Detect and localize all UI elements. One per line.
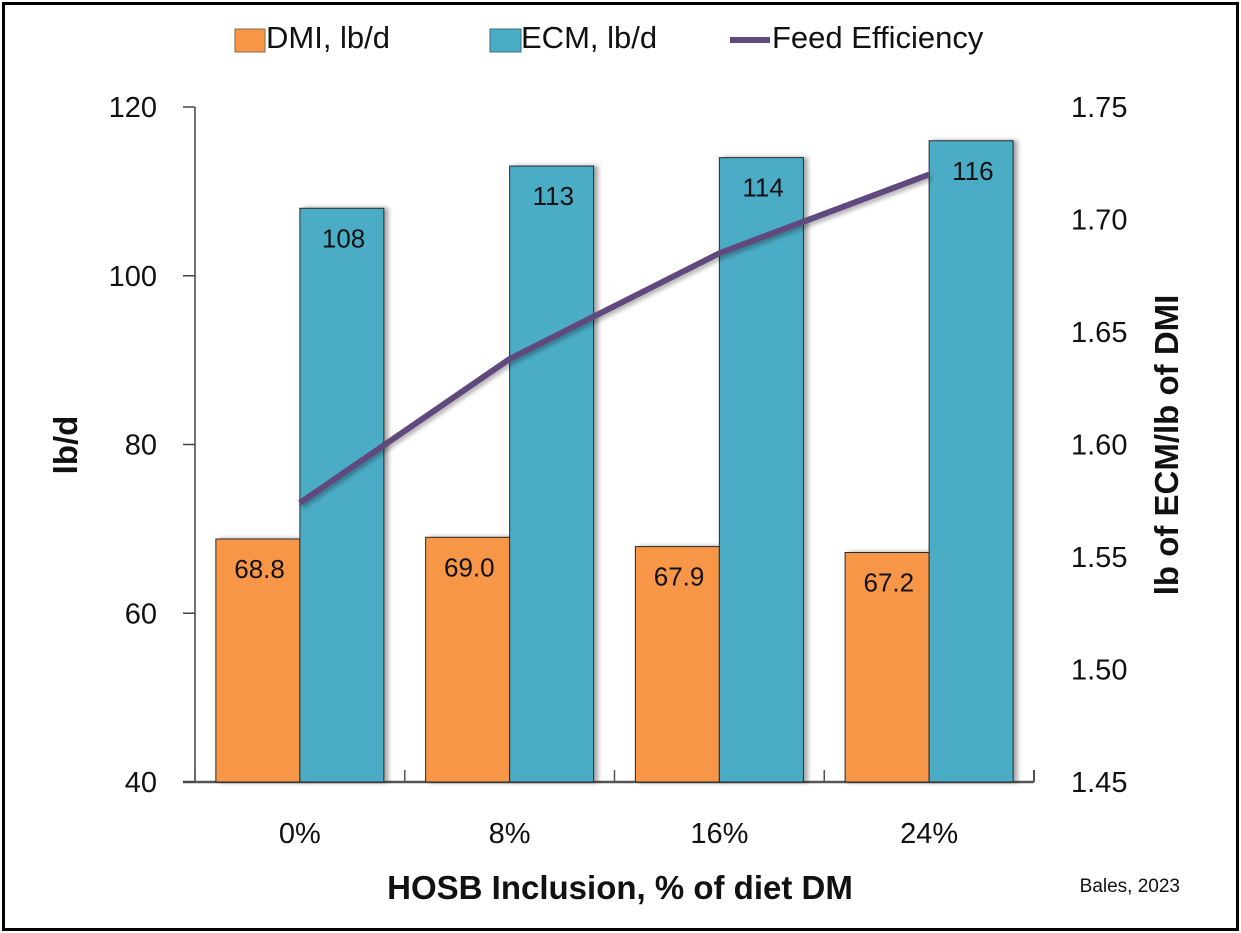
y-axis-left-title: lb/d [47, 416, 84, 475]
y-axis-right-ticks: 1.45 1.50 1.55 1.60 1.65 1.70 1.75 [1033, 92, 1127, 799]
x-axis-ticks: 0% 8% 16% 24% [194, 770, 1035, 850]
legend-label-dmi: DMI, lb/d [266, 20, 390, 55]
source-credit: Bales, 2023 [1080, 876, 1180, 897]
x-tick-label: 0% [279, 818, 321, 850]
bar-dmi [634, 546, 720, 783]
x-tick-label: 16% [690, 818, 748, 850]
y-tick-label: 40 [125, 767, 157, 799]
bar-ecm-label: 114 [742, 173, 783, 203]
y2-tick-label: 1.50 [1071, 655, 1127, 687]
y-axis-right-title: lb of ECM/lb of DMI [1148, 295, 1185, 596]
y-tick-label: 120 [109, 92, 157, 124]
y-tick-label: 80 [125, 430, 157, 462]
legend: DMI, lb/d ECM, lb/d Feed Efficiency [234, 20, 984, 55]
y2-tick-label: 1.65 [1071, 317, 1127, 349]
bar-dmi-label: 69.0 [444, 552, 495, 582]
y-tick-label: 100 [109, 261, 157, 293]
legend-label-feed-efficiency: Feed Efficiency [772, 20, 984, 55]
y2-tick-label: 1.60 [1071, 430, 1127, 462]
bar-dmi [844, 552, 930, 783]
legend-label-ecm: ECM, lb/d [521, 20, 657, 55]
y2-tick-label: 1.55 [1071, 542, 1127, 574]
legend-swatch-dmi [234, 28, 266, 53]
y-tick-label: 60 [125, 598, 157, 630]
bar-ecm-label: 113 [533, 181, 574, 211]
legend-swatch-ecm [489, 28, 522, 53]
y2-tick-label: 1.70 [1071, 205, 1127, 237]
x-axis-title: HOSB Inclusion, % of diet DM [387, 869, 853, 906]
legend-item-feed-efficiency: Feed Efficiency [730, 20, 984, 55]
feed-efficiency-series [298, 171, 931, 506]
bar-ecm [299, 207, 385, 783]
data-labels: 68.8 108 69.0 113 67.9 114 67.2 116 [234, 156, 993, 598]
y2-tick-label: 1.45 [1071, 767, 1127, 799]
bar-ecm-label: 116 [952, 156, 993, 186]
y2-tick-label: 1.75 [1071, 92, 1127, 124]
legend-item-dmi: DMI, lb/d [234, 20, 390, 55]
y-axis-left-ticks: 40 60 80 100 120 [109, 92, 195, 799]
bars [215, 140, 1014, 783]
bar-ecm [509, 165, 595, 783]
bar-dmi-label: 67.9 [654, 562, 705, 592]
bar-ecm [928, 140, 1014, 783]
feed-efficiency-line [298, 171, 931, 506]
bar-dmi-label: 67.2 [864, 568, 915, 598]
bar-dmi [425, 536, 511, 783]
x-tick-label: 24% [900, 818, 958, 850]
x-tick-label: 8% [489, 818, 531, 850]
bar-ecm [718, 157, 804, 783]
legend-item-ecm: ECM, lb/d [489, 20, 657, 55]
bar-dmi [215, 538, 301, 783]
bar-ecm-label: 108 [322, 223, 365, 253]
bar-dmi-label: 68.8 [234, 554, 285, 584]
